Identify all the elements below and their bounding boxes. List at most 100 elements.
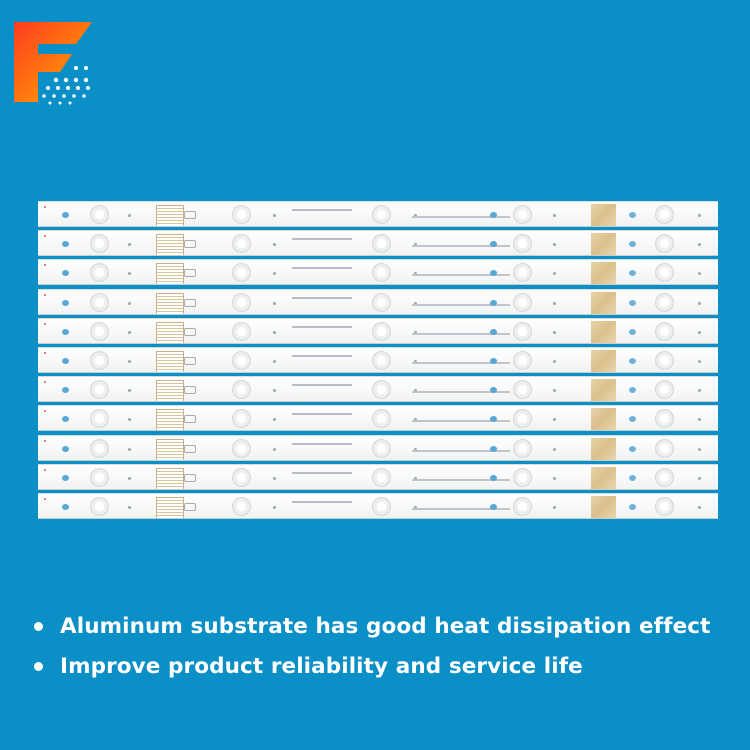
strip-detail [553, 330, 556, 334]
led-chip-icon [372, 205, 391, 224]
strip-detail [414, 214, 417, 217]
strip-detail [156, 350, 184, 372]
led-chip-icon [232, 263, 251, 283]
strip-detail [273, 272, 276, 276]
strip-detail [156, 438, 184, 460]
strip-detail [128, 389, 131, 393]
strip-detail [698, 243, 701, 247]
strip-detail [292, 413, 352, 416]
strip-detail [156, 467, 184, 489]
strip-detail [44, 439, 46, 442]
strip-detail [128, 272, 131, 276]
strip-detail [414, 476, 417, 480]
led-strip [38, 492, 718, 519]
strip-detail [490, 416, 497, 423]
strip-detail [273, 301, 276, 305]
strip-detail [629, 503, 636, 510]
strip-detail [62, 357, 69, 364]
strip-detail [414, 418, 417, 422]
strip-detail [490, 387, 497, 394]
strip-detail [184, 269, 196, 278]
strip-detail [629, 212, 636, 218]
strip-detail [414, 505, 417, 509]
strip-detail [591, 262, 616, 285]
led-chip-icon [372, 409, 391, 429]
strip-detail [490, 241, 497, 248]
strip-detail [44, 206, 46, 208]
strip-detail [412, 274, 510, 277]
strip-detail [591, 437, 616, 460]
strip-detail [490, 503, 497, 510]
feature-text: Aluminum substrate has good heat dissipa… [60, 613, 711, 639]
led-chip-icon [372, 467, 391, 487]
led-strip [38, 346, 718, 373]
feature-list: Aluminum substrate has good heat dissipa… [30, 606, 730, 686]
led-chip-icon [655, 321, 674, 341]
led-chip-icon [90, 496, 109, 516]
strip-detail [490, 270, 497, 277]
strip-detail [553, 476, 556, 480]
led-chip-icon [513, 263, 532, 283]
strip-detail [414, 243, 417, 247]
strip-detail [273, 418, 276, 422]
strip-detail [273, 505, 276, 509]
strip-detail [414, 359, 417, 363]
led-chip-icon [90, 321, 109, 341]
led-chip-icon [655, 496, 674, 516]
led-chip-icon [655, 380, 674, 400]
strip-detail [184, 298, 196, 307]
led-chip-icon [513, 321, 532, 341]
strip-detail [414, 301, 417, 305]
strip-detail [490, 445, 497, 452]
strip-detail [62, 445, 69, 452]
strip-detail [44, 235, 46, 238]
led-chip-icon [372, 438, 391, 458]
strip-detail [128, 505, 131, 509]
led-strip [38, 288, 718, 315]
led-chip-icon [90, 263, 109, 283]
strip-detail [128, 476, 131, 480]
led-strip [38, 201, 718, 227]
strip-detail [414, 447, 417, 451]
led-chip-icon [513, 409, 532, 429]
strip-detail [128, 330, 131, 334]
strip-detail [698, 447, 701, 451]
led-chip-icon [372, 263, 391, 283]
strip-detail [156, 234, 184, 256]
strip-detail [273, 359, 276, 363]
led-chip-icon [513, 234, 532, 254]
strip-detail [414, 272, 417, 276]
strip-detail [62, 270, 69, 277]
led-chip-icon [90, 380, 109, 400]
led-chip-icon [372, 496, 391, 516]
led-chip-icon [372, 350, 391, 370]
strip-detail [273, 447, 276, 451]
strip-detail [412, 478, 510, 481]
feature-item: Improve product reliability and service … [30, 646, 730, 686]
strip-detail [698, 214, 701, 217]
led-chip-icon [232, 350, 251, 370]
strip-detail [128, 447, 131, 451]
strip-detail [184, 415, 196, 424]
strip-detail [273, 389, 276, 393]
strip-detail [62, 212, 69, 218]
led-strip [38, 317, 718, 344]
strip-detail [591, 408, 616, 431]
strip-detail [553, 272, 556, 276]
led-chip-icon [372, 380, 391, 400]
led-chip-icon [90, 350, 109, 370]
led-chip-icon [655, 467, 674, 487]
strip-detail [62, 328, 69, 335]
strip-detail [591, 233, 616, 256]
led-strip [38, 463, 718, 490]
strip-detail [414, 389, 417, 393]
strip-detail [62, 387, 69, 394]
led-chip-icon [232, 292, 251, 312]
led-chip-icon [90, 234, 109, 254]
led-strip [38, 405, 718, 432]
bullet-icon [34, 661, 43, 671]
led-chip-icon [232, 496, 251, 516]
led-chip-icon [513, 438, 532, 458]
strip-detail [553, 389, 556, 393]
strip-detail [156, 205, 184, 226]
